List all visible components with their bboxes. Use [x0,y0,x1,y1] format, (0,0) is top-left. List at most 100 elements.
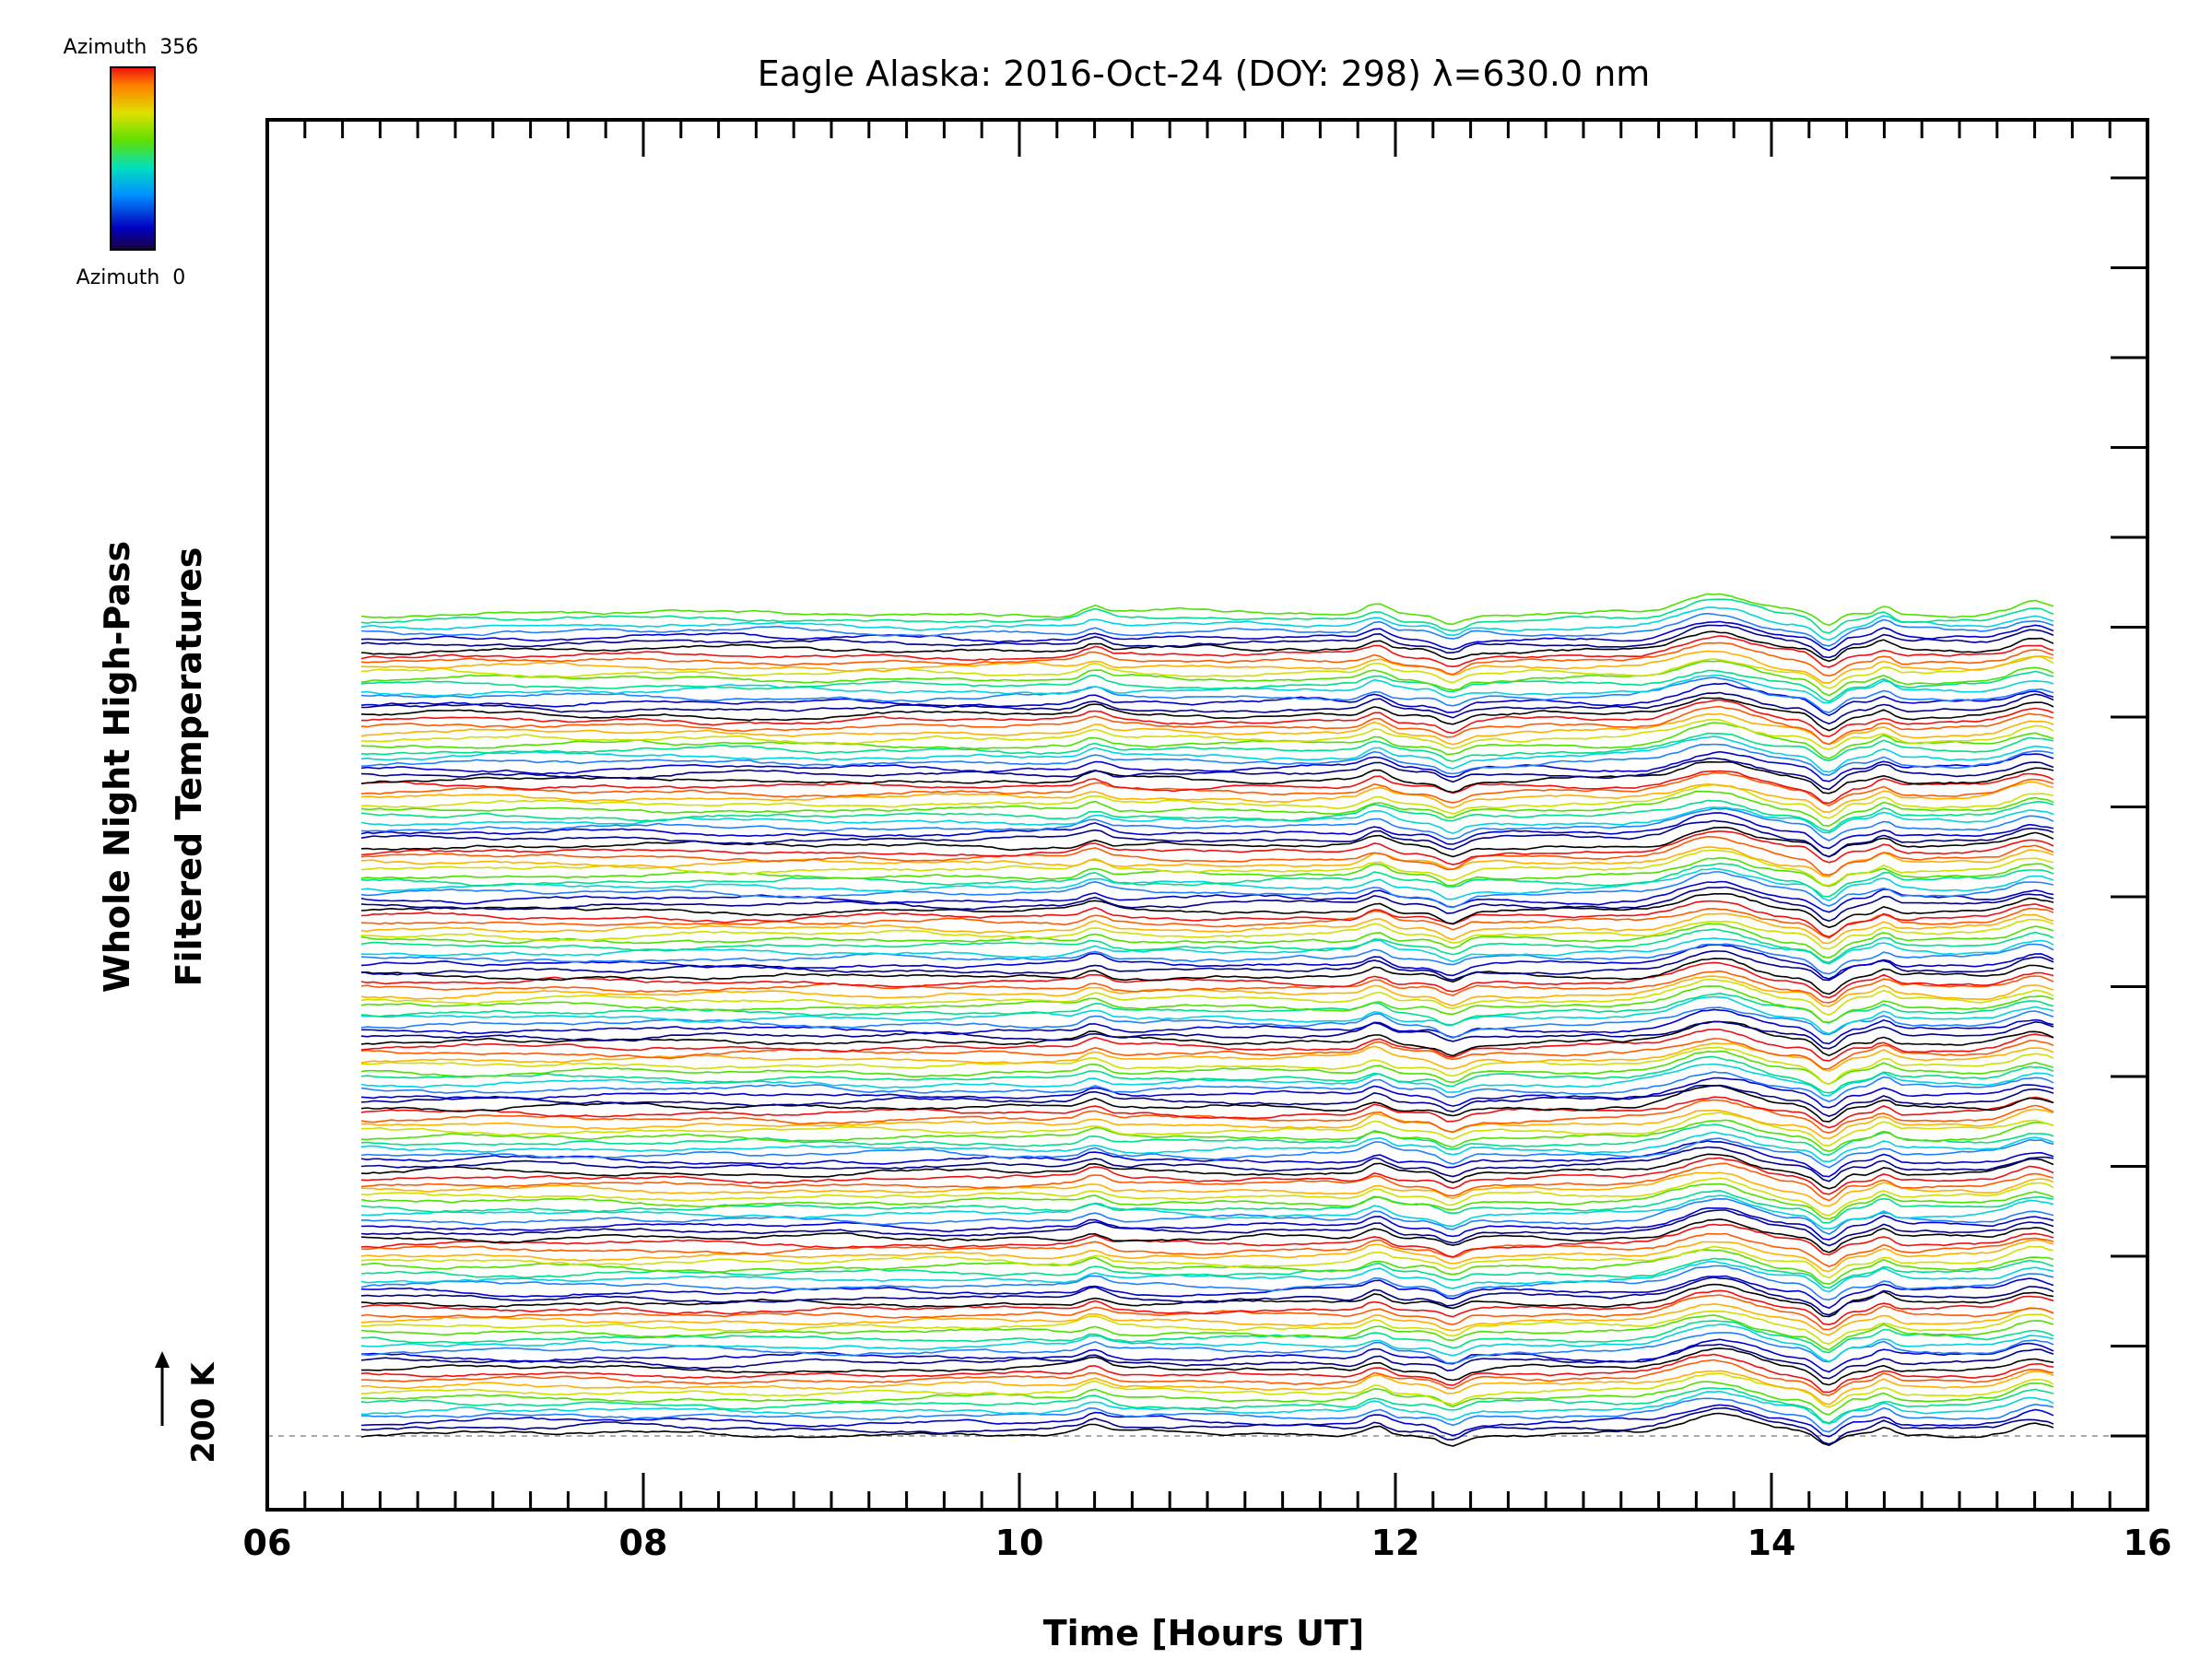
series-line [360,630,2054,663]
series-line [360,760,2054,794]
series-line [360,867,2054,901]
series-line [360,1209,2054,1247]
series-line [360,593,2054,627]
series-line [360,1397,2054,1433]
series-line [360,735,2054,773]
series-line [360,807,2054,841]
series-line [360,992,2054,1026]
series-line [360,1406,2054,1445]
series-line [360,1223,2054,1258]
series-line [360,783,2054,819]
series-line [360,1390,2054,1425]
series-line [360,1249,2054,1286]
series-line [360,1359,2054,1396]
series-line [360,682,2054,717]
scale-arrow-icon [155,1351,170,1426]
series-line [360,1055,2054,1094]
series-line [360,846,2054,877]
traces-group [360,593,2054,1447]
series-line [360,1289,2054,1326]
colorbar [110,66,156,251]
chart-title: Eagle Alaska: 2016-Oct-24 (DOY: 298) λ=6… [758,53,1651,94]
series-line [361,936,2054,965]
series-line [360,995,2054,1035]
series-line [360,1140,2054,1178]
series-line [360,918,2054,950]
series-line [360,863,2054,898]
series-line [360,819,2054,858]
series-line [360,790,2054,827]
series-line [360,1404,2054,1438]
series-line [360,1146,2054,1182]
y-axis-label-line2: Filtered Temperatures [169,547,209,987]
series-line [360,892,2054,929]
series-line [360,1310,2054,1346]
series-line [360,943,2054,975]
series-line [360,1029,2054,1062]
series-line [360,1276,2054,1316]
series-line [360,912,2054,945]
series-line [360,705,2054,746]
series-line [360,880,2054,913]
y-axis-label-line1: Whole Night High-Pass [97,541,137,993]
series-line [360,1046,2054,1085]
colorbar-bottom-label: Azimuth 0 [76,266,186,289]
series-line [360,718,2054,750]
series-line [360,1320,2054,1354]
series-line [360,1372,2054,1408]
series-line [360,771,2054,806]
series-line [360,1124,2054,1157]
series-line [360,635,2054,668]
series-line [360,1302,2054,1336]
series-line [360,650,2054,684]
series-line [360,620,2054,652]
series-line [360,1020,2054,1050]
series-line [360,871,2054,909]
series-line [360,978,2054,1017]
series-line [360,856,2054,888]
series-line [360,1218,2054,1253]
series-line [360,970,2054,1004]
x-tick-label: 16 [2124,1523,2172,1563]
series-line [360,900,2054,938]
series-line [360,757,2054,791]
series-line [360,923,2054,959]
series-line [360,1131,2054,1163]
series-line [360,1343,2054,1380]
series-line [360,1084,2054,1123]
series-line [360,835,2054,877]
x-tick-label: 14 [1747,1523,1796,1563]
series-line [360,1239,2054,1273]
series-line [360,1283,2054,1318]
series-line [360,1275,2054,1310]
series-line [360,743,2054,777]
series-line [360,1137,2054,1169]
series-line [360,985,2054,1024]
baseline-scale-label: 200 K [185,1361,222,1464]
series-line [360,1412,2054,1447]
series-line [360,712,2054,746]
series-line [360,1245,2054,1279]
series-line [360,1153,2054,1190]
series-line [361,1008,2054,1045]
series-line [360,958,2054,995]
series-line [360,1077,2054,1109]
series-line [360,660,2054,697]
series-line [360,770,2054,805]
colorbar-top-label: Azimuth 356 [64,36,199,59]
series-line [360,1050,2054,1085]
series-line [360,1119,2054,1153]
series-line [360,849,2054,887]
series-line [360,1071,2054,1102]
series-line [360,1038,2054,1070]
series-line [360,598,2054,634]
series-line [360,1099,2054,1135]
series-line [360,944,2054,980]
series-line [360,655,2054,689]
x-axis-label: Time [Hours UT] [1043,1613,1365,1653]
series-line [360,732,2054,762]
series-line [360,1162,2054,1202]
x-tick-label: 08 [619,1523,668,1563]
series-line [360,1353,2054,1394]
series-line [360,641,2054,677]
